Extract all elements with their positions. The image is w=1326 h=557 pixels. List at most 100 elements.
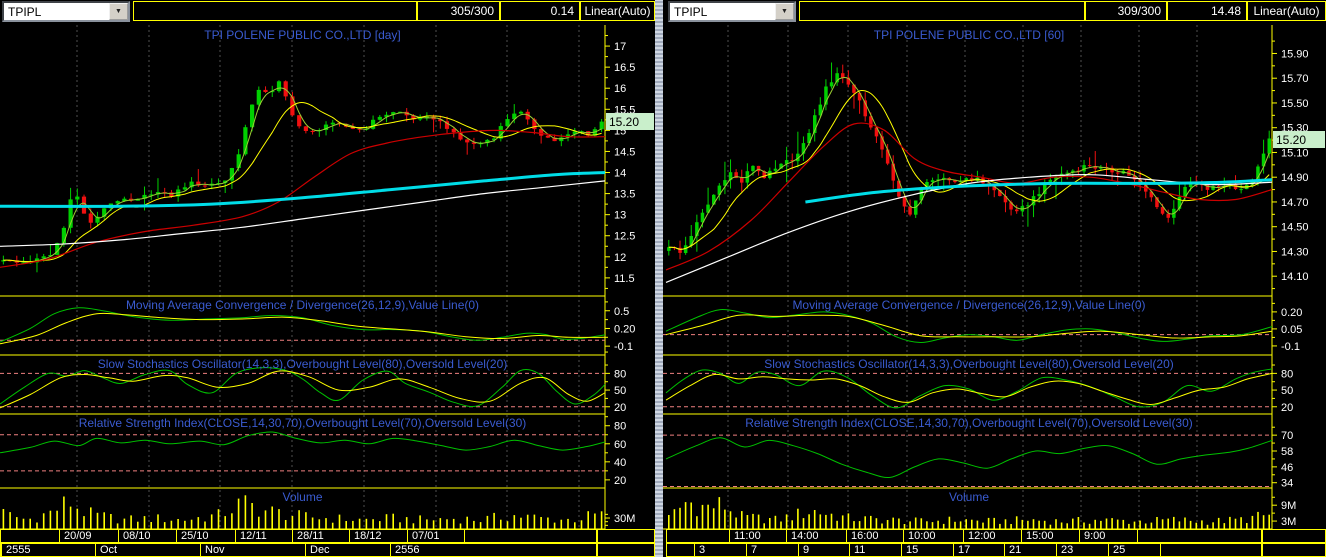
candles: [1, 80, 604, 273]
xaxis-cell: 9: [798, 544, 1261, 556]
xaxis-cell: [1160, 544, 1261, 556]
xaxis-label: 3: [699, 544, 706, 556]
xaxis-label: 20/09: [64, 530, 92, 542]
xaxis-label: 08/10: [123, 530, 151, 542]
chart-canvas[interactable]: 1716.51615.51514.51413.51312.51211.50.50…: [0, 0, 655, 557]
price-tick-label: 12.5: [614, 231, 635, 243]
xaxis-cell: 15: [901, 544, 1261, 556]
dropdown-arrow-icon[interactable]: ▼: [775, 3, 794, 20]
price-tick-label: 14.50: [1281, 222, 1309, 234]
price-tick-label: 14.70: [1281, 197, 1309, 209]
xaxis-cell: Dec: [305, 544, 596, 556]
bar-count-value: 309/300: [1117, 4, 1161, 18]
toolbar-right: TPIPL ▼ 309/300 14.48 Linear(Auto): [663, 0, 1326, 25]
xaxis-cell: 12:00: [963, 530, 1261, 542]
xaxis-label: 11:00: [734, 530, 761, 542]
rsi-tick-label: 40: [614, 457, 626, 469]
xaxis-cell: 3: [694, 544, 1261, 556]
xaxis-period-row: 3 7 9 11 15 17 21 23 25: [666, 543, 1262, 557]
grid-lines: [727, 25, 1198, 529]
price-tick-label: 13: [614, 210, 626, 222]
scale-mode-label: Linear(Auto): [1253, 4, 1320, 18]
xaxis-label: 18/12: [354, 530, 382, 542]
volume-tick-label: 3M: [1281, 516, 1296, 528]
rsi-tick-label: 34: [1281, 478, 1293, 490]
xaxis-label: 25: [1113, 544, 1126, 556]
message-box: [799, 1, 1085, 21]
xaxis-label: 14:00: [791, 530, 819, 542]
xaxis-date-row: 20/09 08/10 25/10 12/11 28/11 18/12 07/01: [0, 529, 597, 543]
toolbar-left: TPIPL ▼ 305/300 0.14 Linear(Auto): [0, 0, 655, 25]
pane-frame: [663, 25, 1273, 530]
rsi-tick-label: 70: [1281, 430, 1293, 442]
macd-tick-label: 0.20: [1281, 307, 1302, 319]
moving-averages: [0, 87, 606, 268]
volume-pane: 30M: [2, 495, 635, 529]
price-tick-label: 15.10: [1281, 147, 1309, 159]
rsi-pane: 80 60 40 20: [0, 416, 626, 487]
stoch-tick-label: 20: [614, 402, 626, 414]
price-tick-label: 16: [614, 83, 626, 95]
xaxis-period-row-tail: [597, 543, 655, 557]
symbol-dropdown[interactable]: TPIPL ▼: [668, 1, 796, 22]
xaxis-label: 17: [958, 544, 971, 556]
xaxis-label: 15:00: [1026, 530, 1054, 542]
change-value-box: 0.14: [500, 1, 580, 21]
xaxis-date-row-tail: [597, 529, 655, 543]
chart-panel-right: TPIPL ▼ 309/300 14.48 Linear(Auto) 15.90…: [663, 0, 1326, 557]
price-tag: 15.20: [1273, 131, 1325, 148]
xaxis-cell: 23: [1056, 544, 1261, 556]
stoch-pane: 80 50 20: [663, 364, 1293, 414]
pane-title-volume: Volume: [948, 490, 990, 504]
stoch-tick-label: 80: [614, 368, 626, 380]
xaxis-label: 25/10: [181, 530, 209, 542]
scale-mode-label: Linear(Auto): [584, 4, 651, 18]
scale-mode-button[interactable]: Linear(Auto): [580, 1, 655, 21]
xaxis-label: 15: [906, 544, 919, 556]
xaxis-label: 10:00: [908, 530, 936, 542]
xaxis-cell: 14:00: [786, 530, 1261, 542]
xaxis-cell: 25/10: [176, 530, 596, 542]
symbol-value: TPIPL: [674, 5, 708, 19]
symbol-dropdown[interactable]: TPIPL ▼: [2, 1, 130, 22]
window-splitter[interactable]: [655, 0, 663, 557]
rsi-tick-label: 58: [1281, 446, 1293, 458]
change-value: 0.14: [550, 4, 574, 18]
xaxis-cell: 11:00: [729, 530, 1261, 542]
scale-mode-button[interactable]: Linear(Auto): [1247, 1, 1326, 21]
chart-panel-left: TPIPL ▼ 305/300 0.14 Linear(Auto) 17 16.5…: [0, 0, 655, 557]
price-tick-label: 17: [614, 41, 626, 53]
dropdown-arrow-icon[interactable]: ▼: [109, 3, 128, 20]
xaxis-cell: Nov: [200, 544, 596, 556]
rsi-tick-label: 20: [614, 475, 626, 487]
macd-tick-label: 0.5: [614, 306, 629, 318]
price-tick-label: 12: [614, 252, 626, 264]
macd-tick-label: 0.20: [614, 323, 635, 335]
pane-title-rsi: Relative Strength Index(CLOSE,14,30,70),…: [745, 416, 1193, 430]
moving-averages: [665, 77, 1273, 283]
xaxis-label: 16:00: [851, 530, 879, 542]
pane-frame: [0, 25, 606, 530]
xaxis-cell: 9:00: [1079, 530, 1261, 542]
xaxis-label: 11: [854, 544, 866, 556]
xaxis-label: 2555: [6, 544, 31, 556]
xaxis-label: Oct: [100, 544, 118, 556]
price-tick-label: 14.30: [1281, 246, 1309, 258]
chart-title: TPI POLENE PUBLIC CO.,LTD [day]: [204, 28, 401, 42]
xaxis-cell: 28/11: [292, 530, 596, 542]
change-value: 14.48: [1210, 4, 1241, 18]
price-tick-label: 14.5: [614, 146, 635, 158]
symbol-value: TPIPL: [8, 5, 42, 19]
volume-tick-label: 30M: [614, 513, 635, 525]
xaxis-label: 7: [751, 544, 758, 556]
price-tick-label: 13.5: [614, 189, 635, 201]
pane-title-macd: Moving Average Convergence / Divergence(…: [125, 298, 480, 312]
chart-canvas[interactable]: 15.9015.7015.5015.3015.1014.9014.7014.50…: [663, 0, 1326, 557]
xaxis-cell: 10:00: [903, 530, 1261, 542]
price-axis: 15.9015.7015.5015.3015.1014.9014.7014.50…: [1272, 40, 1309, 290]
pane-title-stoch: Slow Stochastics Oscillator(14,3,3),Over…: [97, 357, 508, 371]
rsi-pane: 70 58 46 34: [663, 426, 1293, 490]
xaxis-period-row-tail: [1262, 543, 1326, 557]
